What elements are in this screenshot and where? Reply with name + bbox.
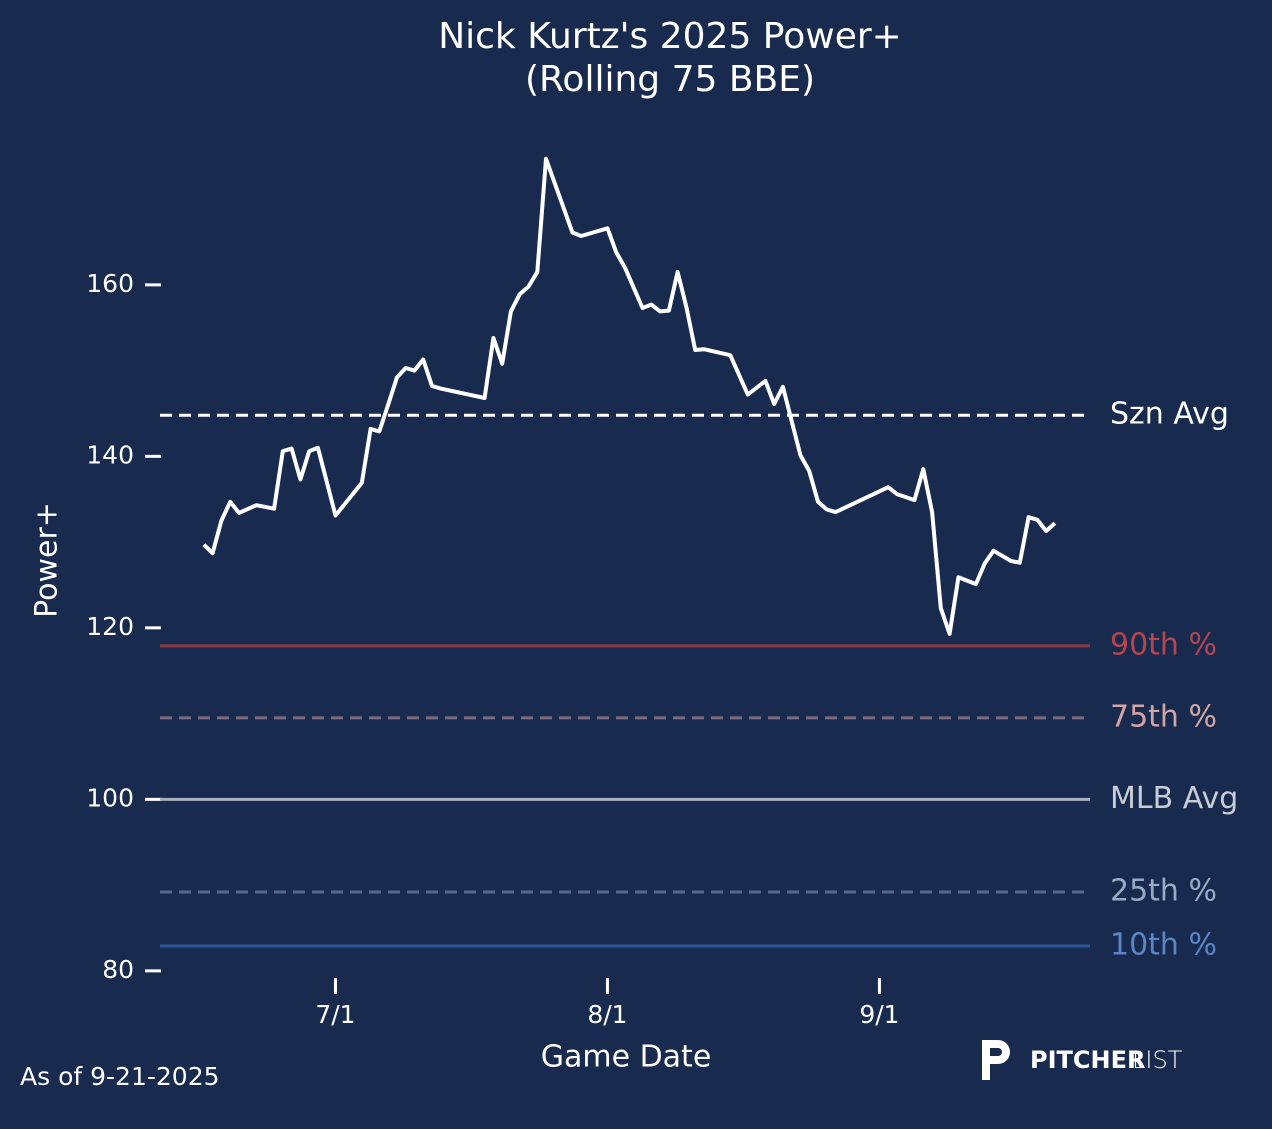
- y-tick-label: 120: [86, 612, 134, 641]
- x-tick-label: 9/1: [859, 1000, 899, 1029]
- series-line: [202, 156, 1057, 636]
- reference-label: 25th %: [1110, 873, 1217, 908]
- y-tick-label: 80: [102, 955, 134, 984]
- reference-label: MLB Avg: [1110, 781, 1238, 816]
- y-tick-label: 160: [86, 269, 134, 298]
- reference-label: 10th %: [1110, 927, 1217, 962]
- logo-text-light: LIST: [1132, 1046, 1183, 1074]
- logo: PITCHER LIST: [982, 1040, 1183, 1080]
- logo-text-bold: PITCHER: [1030, 1046, 1145, 1074]
- y-tick-label: 100: [86, 783, 134, 812]
- logo-icon: [982, 1040, 1010, 1080]
- x-tick-label: 8/1: [587, 1000, 627, 1029]
- y-axis-label: Power+: [30, 502, 65, 618]
- reference-label: 75th %: [1110, 699, 1217, 734]
- footnote: As of 9-21-2025: [20, 1062, 220, 1091]
- y-tick-label: 140: [86, 440, 134, 469]
- x-tick-label: 7/1: [315, 1000, 355, 1029]
- chart-subtitle: (Rolling 75 BBE): [525, 59, 815, 100]
- x-axis-label: Game Date: [541, 1040, 712, 1075]
- chart-title: Nick Kurtz's 2025 Power+: [438, 16, 902, 57]
- reference-label: 90th %: [1110, 627, 1217, 662]
- reference-label: Szn Avg: [1110, 397, 1229, 432]
